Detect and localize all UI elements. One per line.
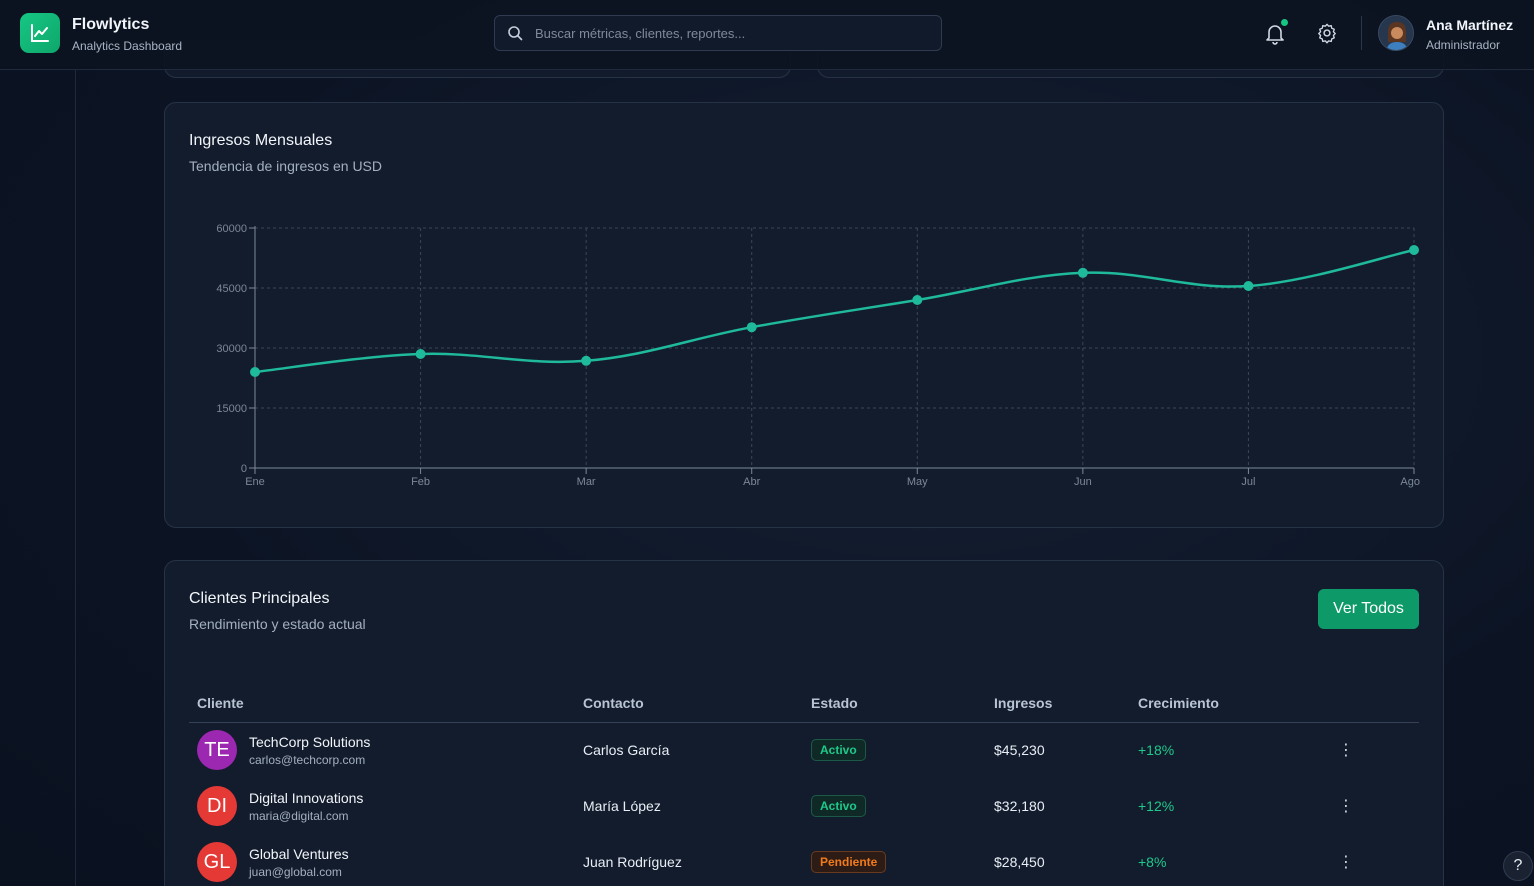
cell-growth: +12% <box>1138 798 1175 814</box>
cell-revenue: $45,230 <box>994 742 1045 759</box>
clients-table: Cliente Contacto Estado Ingresos Crecimi… <box>189 684 1419 886</box>
search-input[interactable] <box>535 16 935 50</box>
data-point <box>746 322 757 333</box>
cell-status: Activo <box>803 778 986 834</box>
table-row[interactable]: DI Digital Innovations maria@digital.com… <box>189 778 1419 834</box>
col-header-contact[interactable]: Contacto <box>575 684 803 723</box>
notification-dot <box>1281 19 1288 26</box>
x-tick-label: Mar <box>577 476 596 488</box>
chart-title: Ingresos Mensuales <box>189 132 333 149</box>
cell-contact: María López <box>583 798 661 814</box>
cell-contact: Carlos García <box>583 742 670 759</box>
x-tick-label: Ene <box>245 476 265 488</box>
status-badge: Activo <box>811 795 866 817</box>
x-tick-label: Jun <box>1074 476 1092 488</box>
col-header-status[interactable]: Estado <box>803 684 986 723</box>
client-email: juan@global.com <box>249 864 342 879</box>
cell-actions: ⋮ <box>1330 778 1419 834</box>
table-row[interactable]: TE TechCorp Solutions carlos@techcorp.co… <box>189 722 1419 778</box>
y-tick-label: 0 <box>241 463 247 475</box>
chart-subtitle: Tendencia de ingresos en USD <box>189 158 383 174</box>
user-name: Ana Martínez <box>1426 17 1514 33</box>
client-email: maria@digital.com <box>249 808 349 823</box>
cell-client: DI Digital Innovations maria@digital.com <box>189 778 575 834</box>
header-divider <box>1361 16 1362 50</box>
view-all-button[interactable]: Ver Todos <box>1318 589 1419 629</box>
client-avatar: DI <box>197 786 237 826</box>
y-tick-label: 60000 <box>216 223 247 235</box>
client-name: Digital Innovations <box>249 789 364 806</box>
cell-growth: +18% <box>1138 742 1175 759</box>
x-tick-label: Ago <box>1400 476 1420 488</box>
avatar[interactable] <box>1378 15 1414 51</box>
clients-subtitle: Rendimiento y estado actual <box>189 616 366 632</box>
data-point <box>912 295 923 305</box>
clients-title: Clientes Principales <box>189 590 330 607</box>
chart-line-icon <box>31 24 49 42</box>
kebab-menu-icon[interactable]: ⋮ <box>1338 854 1354 871</box>
col-header-client[interactable]: Cliente <box>189 684 575 723</box>
cell-client: TE TechCorp Solutions carlos@techcorp.co… <box>189 722 575 778</box>
y-tick-label: 30000 <box>216 343 247 355</box>
series-line <box>254 248 1415 374</box>
cell-growth: +8% <box>1138 854 1167 870</box>
top-header: Flowlytics Analytics Dashboard Ana Martí… <box>0 0 1534 70</box>
app-name: Flowlytics <box>72 16 150 33</box>
status-badge: Activo <box>811 739 866 762</box>
sidebar-rail <box>0 70 76 886</box>
data-point <box>250 367 260 377</box>
x-tick-label: Abr <box>743 476 760 488</box>
search-icon <box>508 26 523 41</box>
data-point <box>581 355 592 366</box>
clients-card: Clientes Principales Rendimiento y estad… <box>164 560 1444 886</box>
revenue-chart-card: Ingresos Mensuales Tendencia de ingresos… <box>164 102 1444 528</box>
client-name: TechCorp Solutions <box>249 733 371 750</box>
cell-contact: Juan Rodríguez <box>583 854 682 870</box>
x-tick-label: Jul <box>1241 476 1255 488</box>
x-tick-label: Feb <box>411 476 430 488</box>
table-row[interactable]: GL Global Ventures juan@global.com Juan … <box>189 834 1419 886</box>
cell-status: Activo <box>803 722 986 778</box>
cell-revenue: $28,450 <box>994 854 1045 870</box>
table-header-row: Cliente Contacto Estado Ingresos Crecimi… <box>189 684 1419 723</box>
kebab-menu-icon[interactable]: ⋮ <box>1338 742 1354 760</box>
user-avatar-icon <box>1379 16 1413 50</box>
cell-revenue: $32,180 <box>994 798 1045 814</box>
data-point <box>415 349 426 359</box>
user-role: Administrador <box>1426 38 1501 52</box>
search-box[interactable] <box>494 15 942 51</box>
client-avatar: TE <box>197 730 237 771</box>
data-point <box>1077 267 1088 278</box>
status-badge: Pendiente <box>811 851 887 873</box>
cell-actions: ⋮ <box>1330 834 1419 886</box>
bell-icon[interactable] <box>1264 21 1286 45</box>
revenue-line-chart: 0 15000 30000 45000 60000 Ene Feb Mar Abr May Jun J… <box>216 223 1420 488</box>
gear-icon[interactable] <box>1316 22 1338 44</box>
cell-client: GL Global Ventures juan@global.com <box>189 834 575 886</box>
data-point <box>1409 245 1419 255</box>
x-tick-label: May <box>907 476 928 488</box>
col-header-actions <box>1330 684 1419 723</box>
kebab-menu-icon[interactable]: ⋮ <box>1338 798 1354 815</box>
client-avatar: GL <box>197 842 237 882</box>
app-subtitle: Analytics Dashboard <box>72 39 183 53</box>
y-tick-label: 15000 <box>216 403 247 415</box>
col-header-growth[interactable]: Crecimiento <box>1130 684 1330 723</box>
cell-actions: ⋮ <box>1330 722 1419 778</box>
help-button[interactable]: ? <box>1503 851 1533 881</box>
y-tick-label: 45000 <box>216 283 247 295</box>
app-logo[interactable] <box>20 13 60 53</box>
client-email: carlos@techcorp.com <box>249 752 366 767</box>
client-name: Global Ventures <box>249 845 349 862</box>
col-header-revenue[interactable]: Ingresos <box>986 684 1130 723</box>
data-point <box>1243 281 1254 291</box>
cell-status: Pendiente <box>803 834 986 886</box>
